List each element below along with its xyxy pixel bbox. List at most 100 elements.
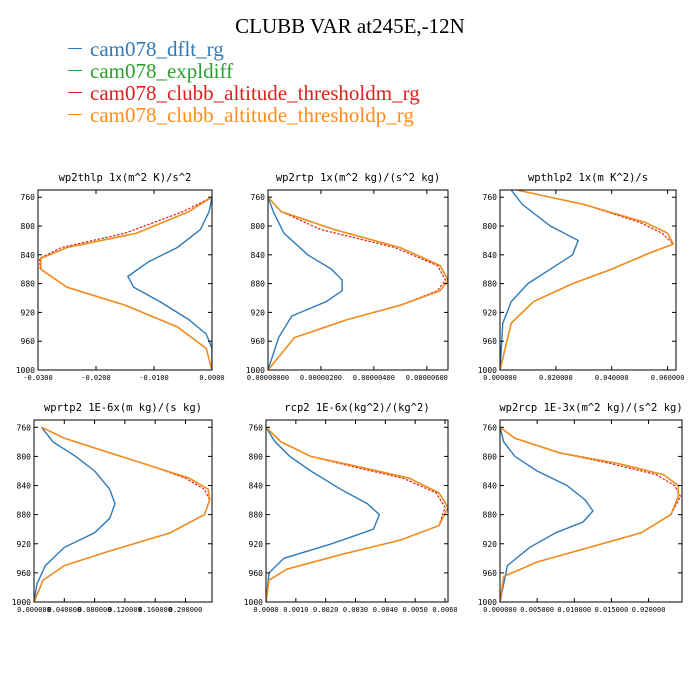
series-line (500, 190, 675, 370)
series-line (126, 197, 212, 370)
page-title: CLUBB VAR at245E,-12N (235, 14, 465, 38)
y-tick-label: 880 (251, 280, 266, 289)
y-tick-label: 840 (21, 251, 36, 260)
chart-panel: wp2thlp 1x(m^2 K)/s^2 760 800 840 880 920 960 1… (16, 172, 225, 382)
plot-frame (33, 419, 213, 603)
series-line (268, 196, 343, 370)
y-tick-label: 1000 (12, 598, 31, 607)
series-line (500, 426, 679, 602)
series-line (268, 196, 448, 370)
y-tick-label: 760 (21, 193, 36, 202)
legend-swatch (68, 48, 82, 49)
x-tick-label: 0.0020 (313, 606, 338, 614)
y-tick-label: 800 (21, 222, 36, 231)
series-line (34, 426, 211, 602)
panel-title: rcp2 1E-6x(kg^2)/(kg^2) (284, 402, 429, 414)
x-tick-label: 0.005000 (520, 606, 554, 614)
y-tick-label: 840 (483, 482, 498, 491)
series-line (34, 426, 211, 602)
y-tick-label: 1000 (16, 366, 35, 375)
legend-label: cam078_dflt_rg (90, 37, 224, 61)
x-tick-label: 0.200000 (169, 606, 203, 614)
y-tick-label: 840 (17, 482, 32, 491)
x-tick-label: 0.0050 (403, 606, 428, 614)
chart-panel: wpthlp2 1x(m K^2)/s 760 800 840 880 920 960 100… (478, 172, 685, 382)
x-tick-label: 0.0030 (343, 606, 368, 614)
x-tick-label: 0.0000 (199, 374, 224, 382)
y-tick-label: 800 (483, 222, 498, 231)
x-tick-label: 0.040000 (47, 606, 81, 614)
plot-frame (499, 419, 683, 603)
y-tick-label: 880 (249, 511, 264, 520)
panel-title: wp2rtp 1x(m^2 kg)/(s^2 kg) (276, 172, 440, 184)
y-tick-label: 1000 (244, 598, 263, 607)
y-tick-label: 920 (17, 540, 32, 549)
plot-frame (499, 189, 677, 371)
y-tick-label: 1000 (478, 598, 497, 607)
x-tick-label: 0.0060 (432, 606, 457, 614)
legend-label: cam078_expldiff (90, 59, 234, 83)
y-tick-label: 920 (251, 308, 266, 317)
y-tick-label: 760 (483, 423, 498, 432)
x-tick-label: 0.00000000 (247, 374, 289, 382)
series-line (266, 426, 448, 602)
y-tick-label: 960 (251, 337, 266, 346)
legend-swatch (68, 92, 82, 93)
y-tick-label: 960 (483, 569, 498, 578)
y-tick-label: 920 (249, 540, 264, 549)
y-tick-label: 760 (483, 193, 498, 202)
x-tick-label: 0.040000 (595, 374, 629, 382)
y-tick-label: 840 (249, 482, 264, 491)
y-tick-label: 920 (21, 308, 36, 317)
x-tick-label: 0.0040 (373, 606, 398, 614)
x-tick-label: 0.015000 (595, 606, 629, 614)
y-tick-label: 960 (249, 569, 264, 578)
series-line (266, 426, 446, 602)
series-line (40, 196, 212, 370)
y-tick-label: 960 (17, 569, 32, 578)
series-line (34, 426, 116, 602)
y-tick-label: 880 (483, 511, 498, 520)
y-tick-label: 1000 (246, 366, 265, 375)
series-line (40, 196, 212, 370)
y-tick-label: 1000 (478, 366, 497, 375)
x-tick-label: -0.0300 (23, 374, 53, 382)
series-line (266, 426, 448, 602)
series-line (34, 426, 211, 602)
x-tick-label: 0.010000 (557, 606, 591, 614)
chart-panel: wp2rcp 1E-3x(m^2 kg)/(s^2 kg)760 800 840 88… (478, 402, 683, 614)
series-line (268, 196, 448, 370)
panel-title: wpthlp2 1x(m K^2)/s (528, 172, 648, 184)
series-line (500, 190, 580, 370)
x-tick-label: 0.060000 (651, 374, 685, 382)
series-line (500, 190, 675, 370)
x-tick-label: 0.0010 (283, 606, 308, 614)
panel-title: wp2rcp 1E-3x(m^2 kg)/(s^2 kg) (499, 402, 682, 414)
y-tick-label: 960 (21, 337, 36, 346)
x-tick-label: 0.000000 (483, 606, 517, 614)
x-tick-label: 0.020000 (539, 374, 573, 382)
y-tick-label: 800 (251, 222, 266, 231)
x-tick-label: 0.0000 (253, 606, 278, 614)
panel-title: wprtp2 1E-6x(m kg)/(s kg) (44, 402, 202, 414)
plot-frame (267, 189, 449, 371)
x-tick-label: 0.000000 (17, 606, 51, 614)
legend-swatch (68, 70, 82, 71)
legend-label: cam078_clubb_altitude_thresholdm_rg (90, 81, 420, 105)
chart-panel: wprtp2 1E-6x(m kg)/(s kg) 760 800 840 880 920… (12, 402, 213, 614)
y-tick-label: 920 (483, 540, 498, 549)
series-line (39, 196, 212, 370)
x-tick-label: 0.00000400 (353, 374, 395, 382)
x-tick-label: 0.120000 (108, 606, 142, 614)
y-tick-label: 800 (483, 452, 498, 461)
legend-swatch (68, 114, 82, 115)
y-tick-label: 760 (17, 423, 32, 432)
x-tick-label: 0.160000 (138, 606, 172, 614)
y-tick-label: 840 (483, 251, 498, 260)
x-tick-label: 0.00000600 (406, 374, 448, 382)
y-tick-label: 800 (17, 452, 32, 461)
panel-title: wp2thlp 1x(m^2 K)/s^2 (59, 172, 192, 184)
y-tick-label: 960 (483, 337, 498, 346)
x-tick-label: -0.0200 (81, 374, 111, 382)
